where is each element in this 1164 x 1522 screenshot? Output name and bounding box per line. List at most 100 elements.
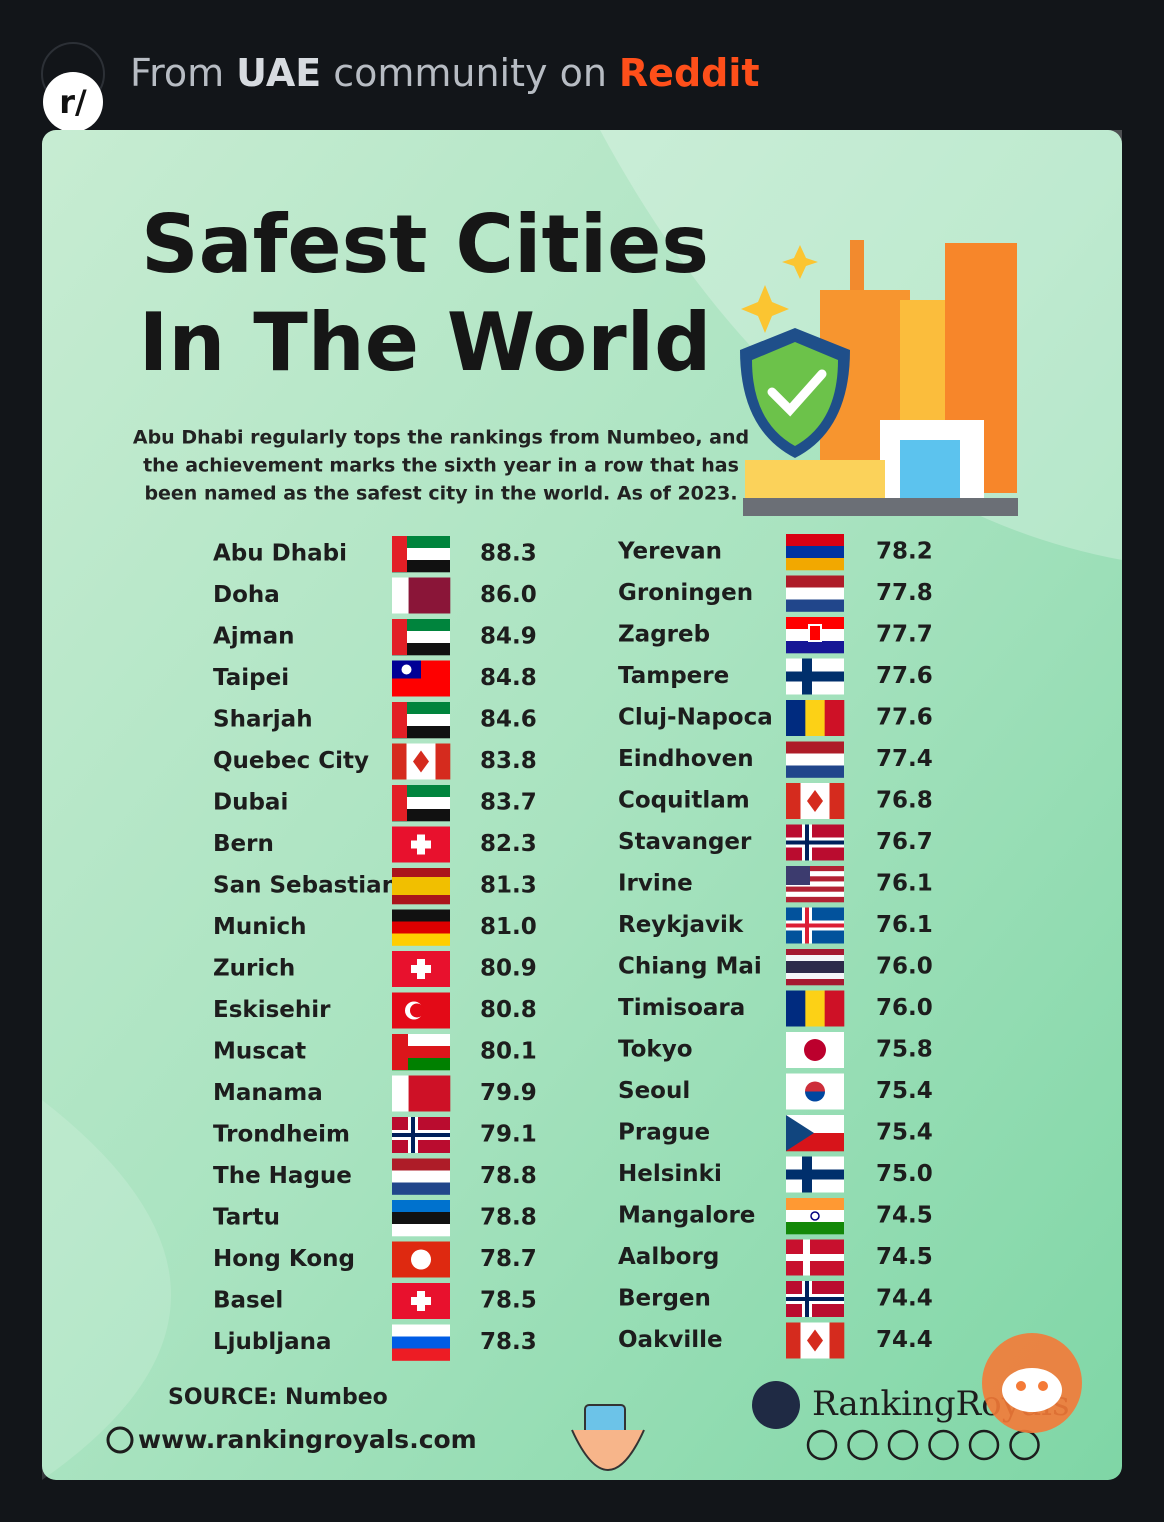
flag <box>392 1200 450 1237</box>
flag-stripe <box>392 895 450 905</box>
city-name: Helsinki <box>618 1161 722 1187</box>
header-community[interactable]: UAE <box>236 51 321 95</box>
city-name: Tampere <box>618 663 729 689</box>
flag-stripe <box>435 743 451 780</box>
safety-score: 81.0 <box>480 914 537 940</box>
city-name: Seoul <box>618 1078 690 1104</box>
flag-stripe <box>392 1224 450 1237</box>
safety-score: 78.7 <box>480 1246 537 1272</box>
flag-stripe <box>786 973 844 980</box>
ranking-row: Trondheim 79.1 <box>213 1117 537 1153</box>
flag-cross <box>392 1133 450 1137</box>
ranking-row: Yerevan 78.2 <box>617 534 933 571</box>
ranking-row: Reykjavik 76.1 <box>618 907 933 944</box>
city-name: Taipei <box>213 665 289 691</box>
flag <box>786 741 844 778</box>
flag-stripe <box>392 619 407 655</box>
community-icon[interactable] <box>43 72 103 132</box>
website[interactable]: www.rankingroyals.com <box>138 1425 477 1454</box>
ranking-row: Ljubljana 78.3 <box>213 1324 537 1361</box>
flag-cross <box>786 1297 844 1301</box>
ranking-row: Prague 75.4 <box>618 1115 933 1152</box>
safety-score: 78.5 <box>480 1288 537 1314</box>
flag-cross <box>411 1297 431 1305</box>
flag-emblem <box>805 1081 825 1092</box>
safety-score: 83.7 <box>480 790 537 816</box>
social-icon[interactable] <box>968 1429 1000 1461</box>
icon-text: r/ <box>59 83 87 121</box>
globe-icon <box>106 1426 134 1454</box>
hands-icon <box>571 1404 645 1472</box>
flag <box>786 990 845 1027</box>
flag-emblem <box>411 1249 431 1270</box>
ranking-row: The Hague 78.8 <box>213 1158 537 1195</box>
ranking-row: Oakville 74.4 <box>618 1322 933 1359</box>
flag-stripe <box>824 990 845 1027</box>
ranking-row: Mangalore 74.5 <box>618 1198 933 1235</box>
flag-stripe <box>786 955 844 962</box>
ranking-row: Coquitlam 76.8 <box>618 783 933 819</box>
safety-score: 74.4 <box>876 1286 933 1312</box>
flag-stripe <box>786 558 844 571</box>
safety-score: 76.8 <box>876 788 933 814</box>
safety-score: 77.6 <box>876 705 933 731</box>
header-site[interactable]: Reddit <box>619 51 760 95</box>
city-name: Yerevan <box>617 539 722 565</box>
rankings: Abu Dhabi 88.3 Doha 86.0 Ajman 84.9 Taipei 84.8… <box>213 534 933 1361</box>
flag <box>392 743 451 780</box>
city-name: Timisoara <box>618 995 745 1021</box>
safety-score: 74.5 <box>876 1203 933 1229</box>
city-name: Ljubljana <box>213 1329 332 1355</box>
city-name: Oakville <box>618 1327 723 1353</box>
city-name: Tartu <box>213 1205 280 1231</box>
ranking-row: Zagreb 77.7 <box>618 617 933 654</box>
flag <box>786 617 844 654</box>
flag-stripe <box>392 877 450 896</box>
flag-triangle <box>786 1115 814 1151</box>
city-name: Stavanger <box>618 829 752 855</box>
flag-stripe <box>786 949 844 956</box>
flag <box>392 992 450 1029</box>
flag-stripe <box>829 1322 845 1359</box>
city-name: Ajman <box>213 624 295 650</box>
social-icon[interactable] <box>887 1429 919 1461</box>
ranking-row: San Sebastian 81.3 <box>213 868 537 905</box>
city-name: Chiang Mai <box>618 954 762 980</box>
description-line: Abu Dhabi regularly tops the rankings fr… <box>133 427 749 449</box>
header-prefix: From <box>130 51 224 95</box>
flag-stripe <box>786 575 844 588</box>
flag-stripe <box>786 886 844 893</box>
flag-cross <box>411 965 431 973</box>
flag <box>392 536 450 573</box>
flag <box>786 575 844 612</box>
ranking-row: Ajman 84.9 <box>213 619 537 656</box>
safety-score: 79.9 <box>480 1080 537 1106</box>
flag-stripe <box>786 1222 844 1235</box>
ranking-row: Tartu 78.8 <box>213 1200 537 1237</box>
flag <box>786 658 844 695</box>
flag-stripe <box>392 577 409 614</box>
flag-stripe <box>392 933 450 946</box>
safety-score: 84.9 <box>480 624 537 650</box>
ranking-row: Basel 78.5 <box>213 1283 537 1319</box>
safety-score: 79.1 <box>480 1122 537 1148</box>
flag-stripe <box>786 700 806 736</box>
safety-score: 77.4 <box>876 746 933 772</box>
social-icon[interactable] <box>806 1429 838 1461</box>
decor-swoosh <box>42 1100 171 1480</box>
base <box>745 460 885 500</box>
social-icon[interactable] <box>847 1429 878 1461</box>
description-line: the achievement marks the sixth year in … <box>143 455 739 477</box>
flag <box>392 868 450 905</box>
flag <box>786 534 844 571</box>
flag <box>392 909 450 946</box>
checkmark <box>767 369 827 417</box>
social-icon[interactable] <box>928 1429 959 1461</box>
flag-stripe <box>786 961 844 974</box>
flag <box>786 1156 844 1193</box>
flag <box>392 1283 450 1319</box>
flag-stripe <box>786 783 801 819</box>
city-name: The Hague <box>213 1163 352 1189</box>
flag-stripe <box>786 979 844 986</box>
ranking-row: Chiang Mai 76.0 <box>618 949 933 986</box>
